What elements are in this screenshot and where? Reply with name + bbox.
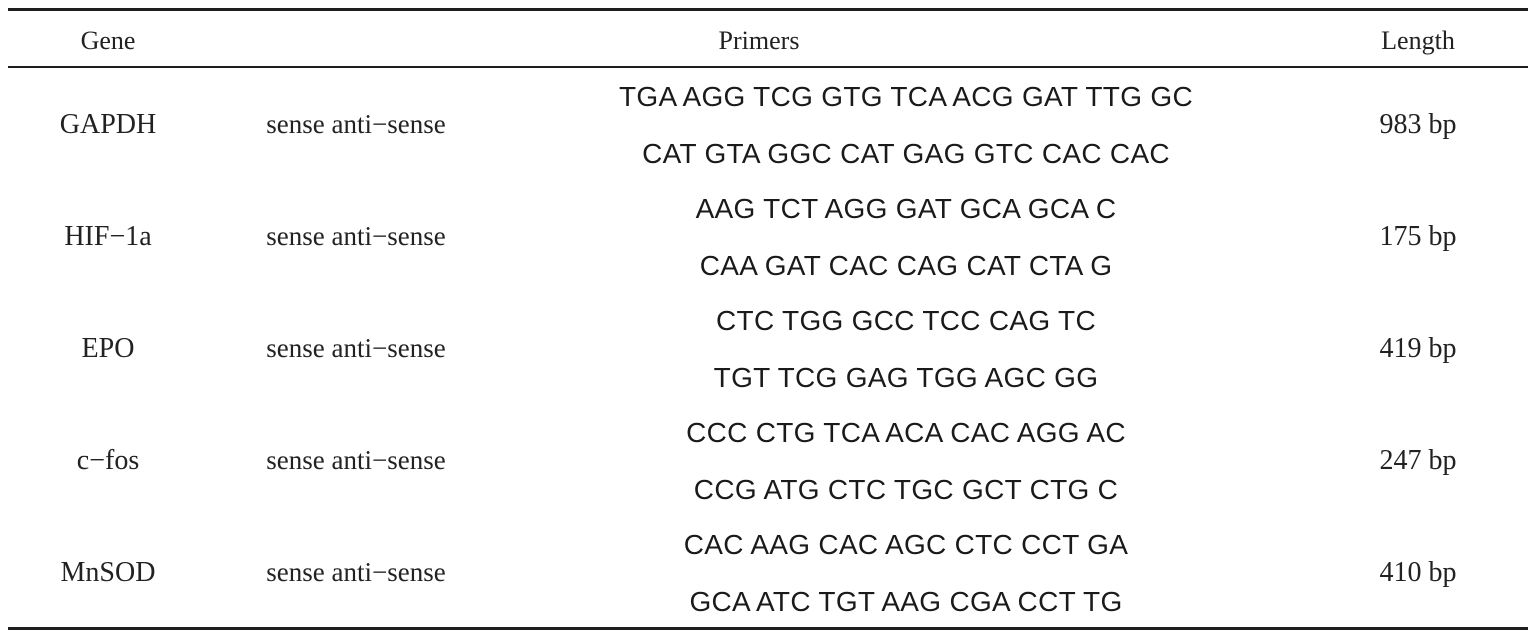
gene-name: EPO (81, 333, 135, 364)
product-length: 175 bp (1379, 221, 1457, 252)
header-primers: Primers (718, 26, 800, 55)
sense-primer: AAG TCT AGG GAT GCA GCA C (695, 193, 1117, 224)
gene-name: MnSOD (60, 557, 156, 588)
table-row-hif1a: HIF−1a sense anti−sense AAG TCT AGG GAT … (0, 180, 1536, 292)
primer-type: sense anti−sense (266, 557, 446, 587)
gene-name: c−fos (76, 445, 140, 476)
primer-type: sense anti−sense (266, 109, 446, 139)
antisense-primer: TGT TCG GAG TGG AGC GG (713, 362, 1099, 393)
table-row-gapdh: GAPDH sense anti−sense TGA AGG TCG GTG T… (0, 68, 1536, 180)
primer-type: sense anti−sense (266, 221, 446, 251)
product-length: 247 bp (1379, 445, 1457, 476)
primer-type: sense anti−sense (266, 333, 446, 363)
header-gene: Gene (80, 26, 136, 55)
sense-primer: CCC CTG TCA ACA CAC AGG AC (686, 417, 1126, 448)
antisense-primer: GCA ATC TGT AAG CGA CCT TG (689, 586, 1123, 617)
product-length: 410 bp (1379, 557, 1457, 588)
sense-primer: CAC AAG CAC AGC CTC CCT GA (683, 529, 1129, 560)
gene-name: HIF−1a (64, 221, 152, 252)
table-top-rule (8, 8, 1528, 11)
table-row-mnsod: MnSOD sense anti−sense CAC AAG CAC AGC C… (0, 516, 1536, 628)
sense-primer: CTC TGG GCC TCC CAG TC (716, 305, 1096, 336)
header-length: Length (1381, 26, 1455, 55)
table-row-epo: EPO sense anti−sense CTC TGG GCC TCC CAG… (0, 292, 1536, 404)
primer-type: sense anti−sense (266, 445, 446, 475)
antisense-primer: CAA GAT CAC CAG CAT CTA G (699, 250, 1113, 281)
table-header-rule (8, 66, 1528, 68)
sense-primer: TGA AGG TCG GTG TCA ACG GAT TTG GC (619, 81, 1193, 112)
table-bottom-rule (8, 627, 1528, 630)
gene-name: GAPDH (59, 109, 157, 140)
product-length: 983 bp (1379, 109, 1457, 140)
product-length: 419 bp (1379, 333, 1457, 364)
table-row-c-fos: c−fos sense anti−sense CCC CTG TCA ACA C… (0, 404, 1536, 516)
antisense-primer: CCG ATG CTC TGC GCT CTG C (693, 474, 1119, 505)
antisense-primer: CAT GTA GGC CAT GAG GTC CAC CAC (642, 138, 1170, 169)
